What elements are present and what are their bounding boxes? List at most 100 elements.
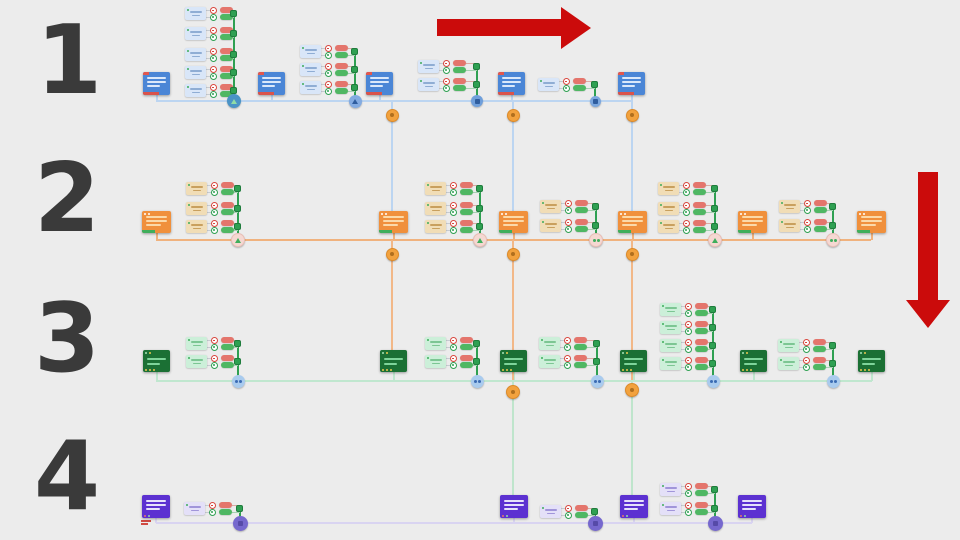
task-card[interactable] bbox=[425, 182, 446, 195]
task-card[interactable] bbox=[185, 66, 206, 79]
pass-status-icon[interactable] bbox=[683, 227, 690, 234]
fail-status-icon[interactable] bbox=[803, 357, 810, 364]
pass-status-icon[interactable] bbox=[685, 328, 692, 335]
stage-2-line-badge[interactable] bbox=[589, 233, 603, 247]
fail-tag-pill[interactable] bbox=[693, 220, 706, 226]
fail-tag-pill[interactable] bbox=[221, 220, 234, 226]
fail-status-icon[interactable] bbox=[683, 202, 690, 209]
pass-status-icon[interactable] bbox=[210, 34, 217, 41]
task-card[interactable] bbox=[660, 303, 681, 316]
pass-tag-pill[interactable] bbox=[695, 490, 708, 496]
fail-tag-pill[interactable] bbox=[695, 483, 708, 489]
pass-tag-pill[interactable] bbox=[695, 346, 708, 352]
fail-status-icon[interactable] bbox=[685, 321, 692, 328]
task-card[interactable] bbox=[185, 7, 206, 20]
stage-4-line-badge[interactable] bbox=[232, 515, 248, 531]
fail-status-icon[interactable] bbox=[450, 182, 457, 189]
task-card[interactable] bbox=[185, 48, 206, 61]
stage-1-line-badge[interactable] bbox=[227, 94, 241, 108]
task-card[interactable] bbox=[540, 200, 561, 213]
task-card[interactable] bbox=[539, 337, 560, 350]
task-card[interactable] bbox=[425, 202, 446, 215]
fail-tag-pill[interactable] bbox=[575, 505, 588, 511]
connector-port-circle[interactable] bbox=[385, 247, 399, 261]
task-card[interactable] bbox=[660, 321, 681, 334]
task-card[interactable] bbox=[185, 84, 206, 97]
fail-status-icon[interactable] bbox=[325, 45, 332, 52]
pass-status-icon[interactable] bbox=[450, 227, 457, 234]
pass-tag-pill[interactable] bbox=[453, 67, 466, 73]
connector-port-circle[interactable] bbox=[625, 383, 639, 397]
pass-status-icon[interactable] bbox=[685, 346, 692, 353]
fail-status-icon[interactable] bbox=[685, 339, 692, 346]
fail-tag-pill[interactable] bbox=[814, 219, 827, 225]
stage-3-node-5[interactable] bbox=[740, 350, 767, 372]
fail-status-icon[interactable] bbox=[211, 355, 218, 362]
pass-tag-pill[interactable] bbox=[460, 189, 473, 195]
pass-tag-pill[interactable] bbox=[814, 207, 827, 213]
fail-tag-pill[interactable] bbox=[693, 182, 706, 188]
pass-status-icon[interactable] bbox=[443, 67, 450, 74]
fail-tag-pill[interactable] bbox=[221, 182, 234, 188]
pass-tag-pill[interactable] bbox=[221, 189, 234, 195]
fail-tag-pill[interactable] bbox=[695, 321, 708, 327]
fail-tag-pill[interactable] bbox=[453, 78, 466, 84]
pass-status-icon[interactable] bbox=[685, 490, 692, 497]
pass-tag-pill[interactable] bbox=[573, 85, 586, 91]
fail-tag-pill[interactable] bbox=[693, 202, 706, 208]
task-card[interactable] bbox=[300, 81, 321, 94]
stage-3-line-badge[interactable] bbox=[231, 374, 245, 388]
stage-3-line-badge[interactable] bbox=[826, 374, 840, 388]
pass-tag-pill[interactable] bbox=[220, 55, 233, 61]
task-card[interactable] bbox=[660, 502, 681, 515]
stage-1-line-badge[interactable] bbox=[471, 95, 483, 107]
stage-2-node-6[interactable] bbox=[857, 211, 886, 233]
fail-status-icon[interactable] bbox=[209, 502, 216, 509]
flow-arrow-down-shaft[interactable] bbox=[918, 172, 938, 300]
task-card[interactable] bbox=[300, 45, 321, 58]
fail-status-icon[interactable] bbox=[565, 219, 572, 226]
fail-status-icon[interactable] bbox=[325, 63, 332, 70]
pass-tag-pill[interactable] bbox=[335, 70, 348, 76]
pass-tag-pill[interactable] bbox=[221, 362, 234, 368]
stage-1-node-3[interactable] bbox=[366, 72, 393, 95]
pass-status-icon[interactable] bbox=[564, 362, 571, 369]
fail-tag-pill[interactable] bbox=[695, 357, 708, 363]
fail-tag-pill[interactable] bbox=[220, 27, 233, 33]
task-card[interactable] bbox=[538, 78, 559, 91]
pass-status-icon[interactable] bbox=[211, 362, 218, 369]
fail-tag-pill[interactable] bbox=[460, 220, 473, 226]
pass-tag-pill[interactable] bbox=[460, 227, 473, 233]
step-label-2[interactable]: 2 bbox=[34, 144, 101, 254]
fail-tag-pill[interactable] bbox=[575, 219, 588, 225]
task-card[interactable] bbox=[660, 339, 681, 352]
fail-status-icon[interactable] bbox=[685, 357, 692, 364]
pass-status-icon[interactable] bbox=[211, 209, 218, 216]
stage-2-node-2[interactable] bbox=[379, 211, 408, 233]
fail-tag-pill[interactable] bbox=[574, 337, 587, 343]
fail-tag-pill[interactable] bbox=[460, 182, 473, 188]
pass-status-icon[interactable] bbox=[210, 55, 217, 62]
fail-tag-pill[interactable] bbox=[335, 81, 348, 87]
pass-tag-pill[interactable] bbox=[460, 209, 473, 215]
fail-tag-pill[interactable] bbox=[220, 84, 233, 90]
pass-status-icon[interactable] bbox=[325, 70, 332, 77]
task-card[interactable] bbox=[658, 220, 679, 233]
task-card[interactable] bbox=[425, 355, 446, 368]
pass-tag-pill[interactable] bbox=[220, 73, 233, 79]
stage-3-line-badge[interactable] bbox=[706, 374, 720, 388]
fail-tag-pill[interactable] bbox=[460, 202, 473, 208]
pass-tag-pill[interactable] bbox=[221, 227, 234, 233]
task-card[interactable] bbox=[540, 505, 561, 518]
pass-tag-pill[interactable] bbox=[575, 512, 588, 518]
step-label-4[interactable]: 4 bbox=[34, 422, 101, 532]
stage-1-node-2[interactable] bbox=[258, 72, 285, 95]
fail-status-icon[interactable] bbox=[325, 81, 332, 88]
fail-status-icon[interactable] bbox=[685, 303, 692, 310]
stage-4-node-4[interactable] bbox=[738, 495, 766, 518]
fail-tag-pill[interactable] bbox=[220, 66, 233, 72]
pass-status-icon[interactable] bbox=[210, 14, 217, 21]
pass-tag-pill[interactable] bbox=[220, 91, 233, 97]
pass-tag-pill[interactable] bbox=[460, 362, 473, 368]
stage-4-line-badge[interactable] bbox=[587, 515, 603, 531]
